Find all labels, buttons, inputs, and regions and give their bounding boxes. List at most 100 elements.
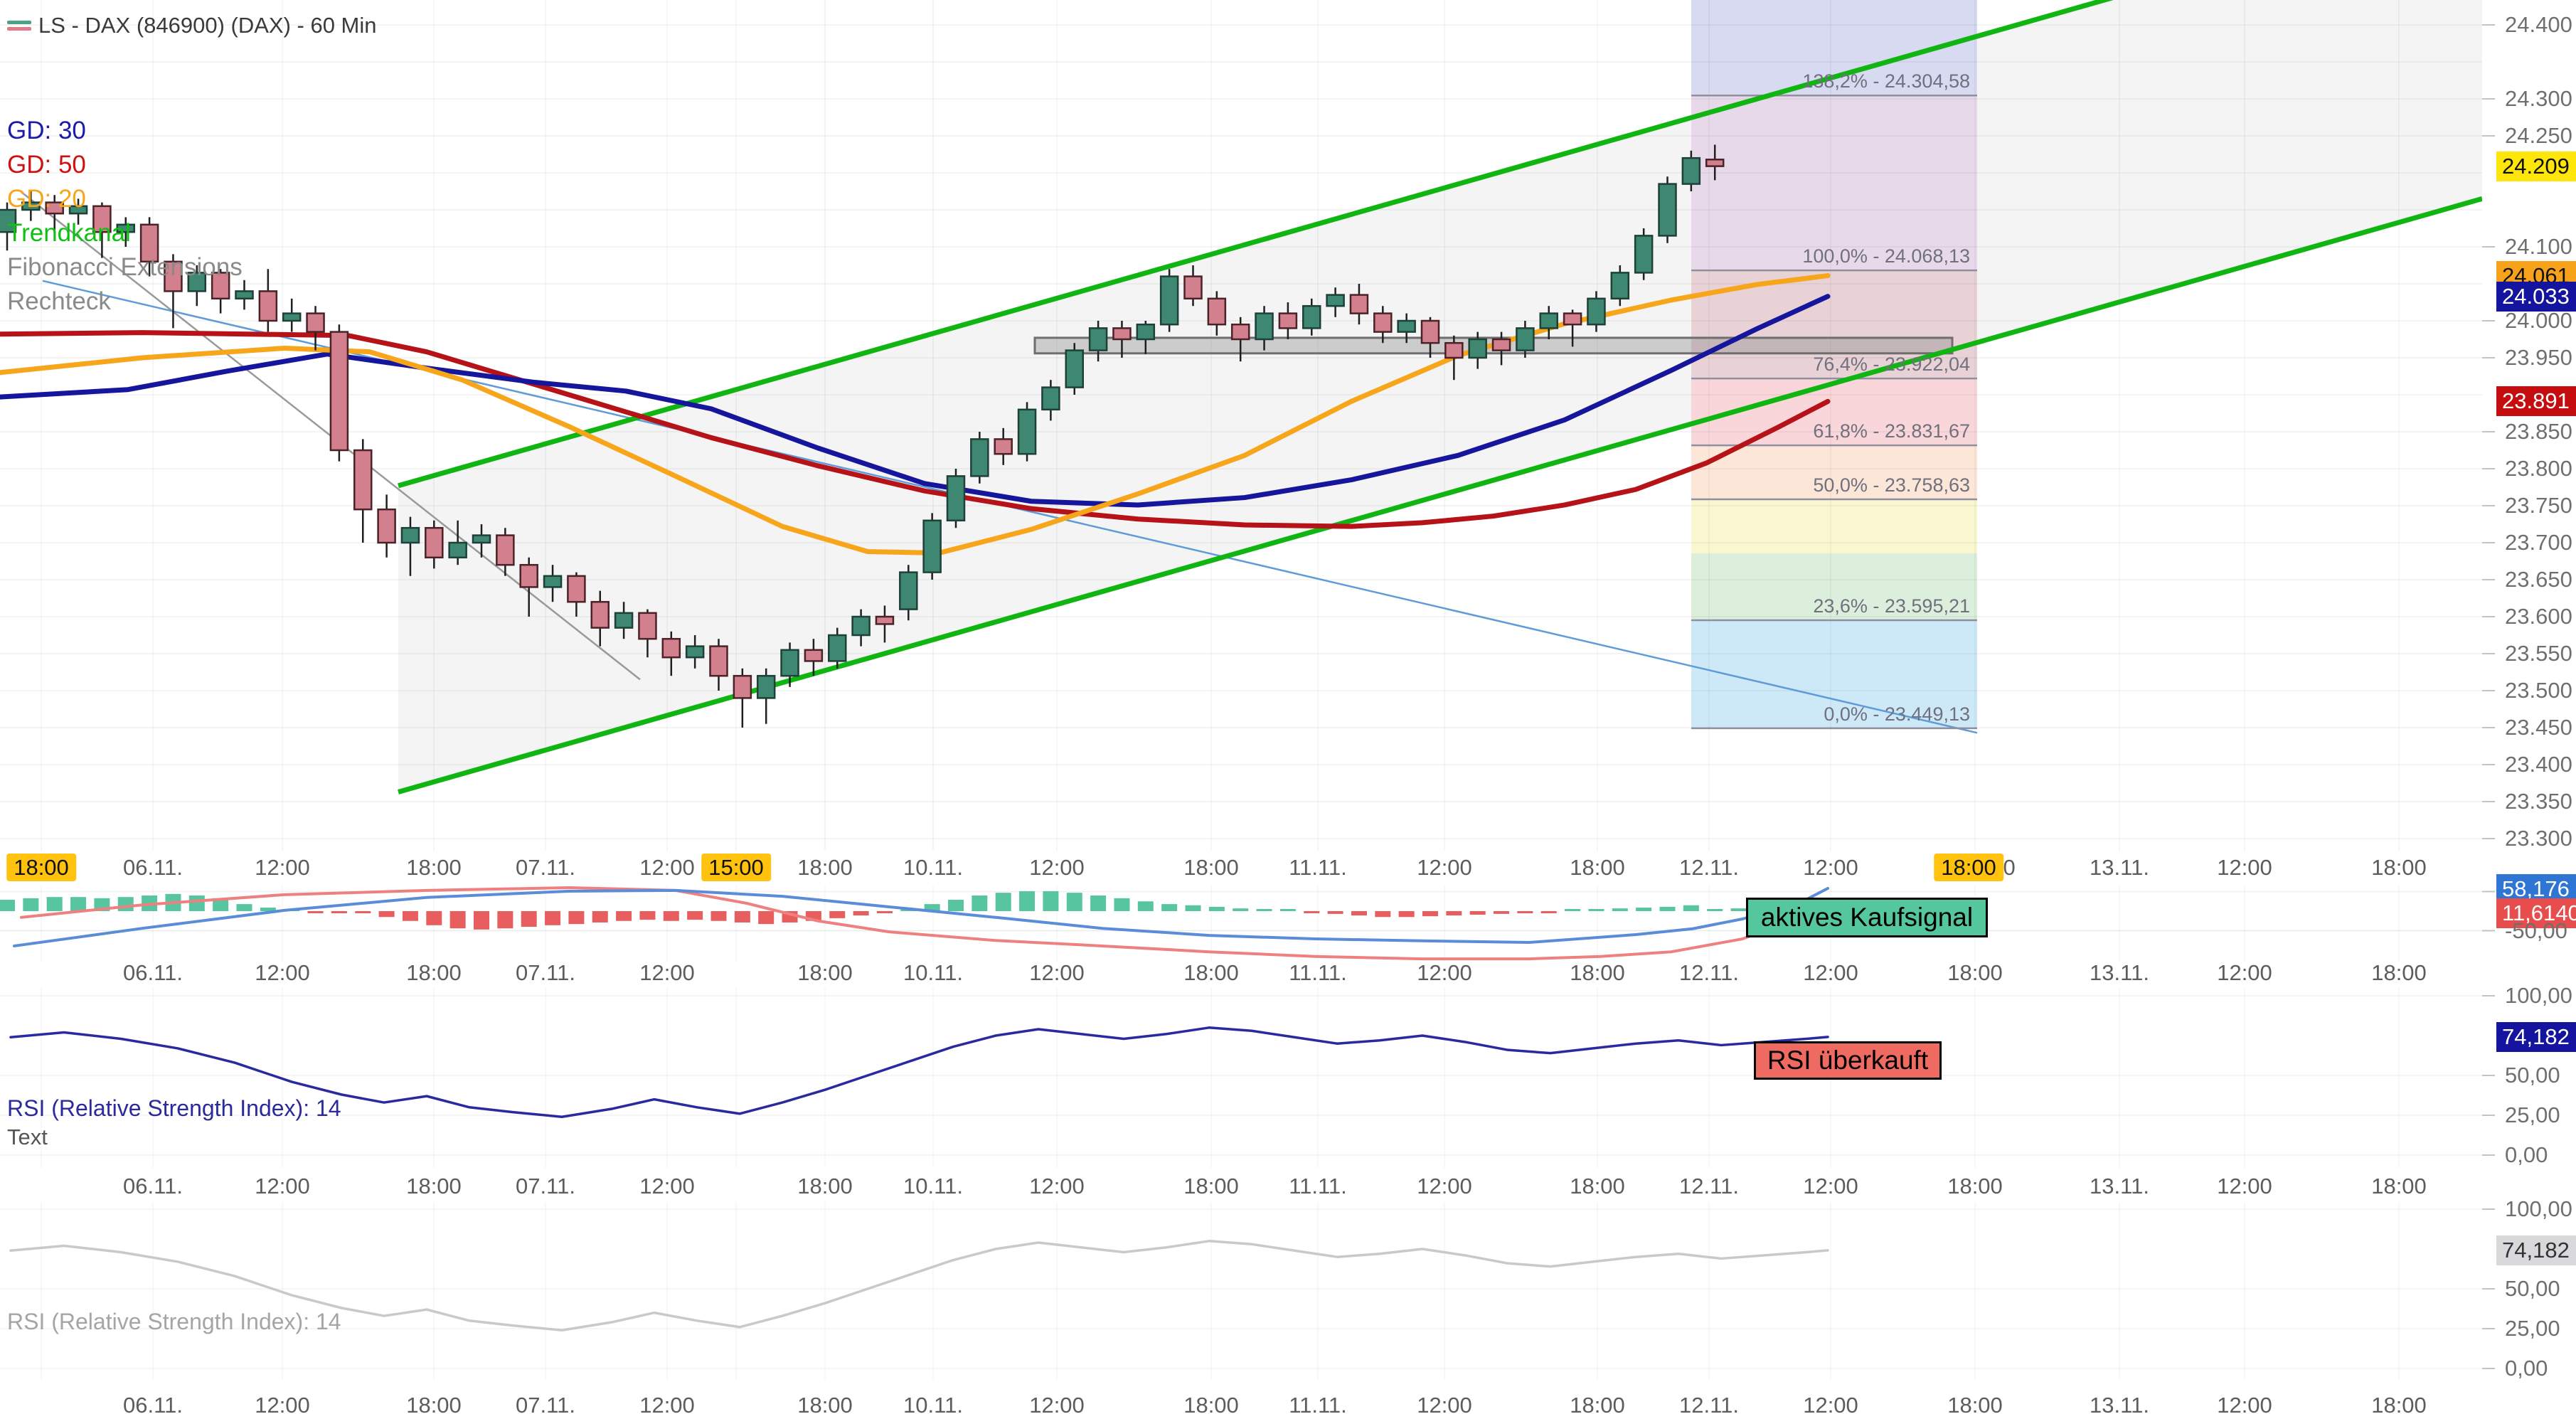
legend-item-gd30[interactable]: GD: 30 (7, 117, 86, 144)
time-axis-label: 12:00 (1029, 1174, 1085, 1198)
osc-hist-bar (497, 911, 513, 929)
osc-hist-bar (70, 897, 87, 911)
time-axis-label: 18:00 (1183, 1393, 1239, 1414)
candle (68, 198, 88, 225)
time-axis-label: 18:00 (1183, 855, 1239, 880)
candle (804, 639, 824, 676)
candle (116, 217, 135, 247)
legend-item-rechteck[interactable]: Rechteck (7, 287, 111, 315)
time-axis-label: 18:00 (6, 854, 76, 881)
rsi-indicator-label-inactive[interactable]: RSI (Relative Strength Index): 14 (7, 1309, 341, 1334)
candle (733, 668, 752, 728)
time-axis-label: 07.11. (516, 960, 575, 985)
price-axis-label: 23.400 (2505, 752, 2572, 777)
candle (922, 513, 942, 580)
oscillator-panel (0, 886, 2482, 962)
candle (329, 324, 349, 462)
osc-hist-bar (1469, 911, 1486, 915)
fib-level-label: 0,0% - 23.449,13 (1824, 703, 1970, 725)
legend-item-fibonacci[interactable]: Fibonacci Extensions (7, 253, 243, 281)
time-axis-label: 07.11. (516, 855, 575, 880)
time-axis-label: 12.11. (1679, 960, 1739, 985)
active-buy-signal-badge[interactable]: aktives Kaufsignal (1746, 898, 1988, 937)
fib-level-label: 100,0% - 24.068,13 (1802, 245, 1970, 267)
osc-hist-bar (1304, 911, 1320, 913)
candle (756, 668, 776, 724)
candle (994, 427, 1013, 465)
osc-hist-bar (117, 897, 134, 911)
osc-hist-bar (995, 893, 1011, 911)
candle (1041, 380, 1060, 421)
candle (139, 217, 159, 277)
time-axis-label: 12.11. (1679, 1174, 1739, 1198)
time-axis-label: 12:00 (2217, 855, 2272, 880)
osc-hist-bar (46, 897, 63, 911)
fib-zone (1691, 445, 1977, 500)
fib-zone (1691, 499, 1977, 553)
price-axis-label: 23.300 (2505, 826, 2572, 851)
time-axis-label: 18:00 (1947, 1174, 2003, 1198)
candle (970, 432, 989, 484)
candle (1302, 298, 1321, 336)
candle (946, 469, 966, 528)
time-axis-label: 10.11. (903, 1174, 963, 1198)
price-axis-badge: 24.033 (2496, 281, 2576, 312)
osc-hist-bar (1612, 908, 1628, 911)
osc-hist-bar (663, 911, 679, 921)
osc-hist-bar (1422, 911, 1438, 917)
time-axis-label: 18:00 (1934, 854, 2003, 881)
candle (1444, 335, 1464, 381)
candle (282, 298, 302, 332)
time-axis-label: 12:00 (639, 1393, 695, 1414)
time-axis-label: 12:00 (1803, 1174, 1858, 1198)
price-axis-label: 23.600 (2505, 604, 2572, 629)
rsi-axis-label: 25,00 (2505, 1102, 2560, 1127)
ma-line-gd30 (0, 294, 1831, 508)
candle (543, 565, 563, 602)
candle (780, 642, 799, 687)
rsi-text-annotation[interactable]: Text (7, 1125, 48, 1149)
legend-item-gd20[interactable]: GD: 20 (7, 185, 86, 213)
rsi2-value-badge: 74,182 (2496, 1235, 2576, 1265)
candle (709, 639, 728, 691)
rsi-axis-label: 50,00 (2505, 1063, 2560, 1088)
ma-line-gd50 (0, 330, 1831, 529)
rsi-axis-label: 100,00 (2505, 983, 2572, 1008)
time-axis-label: 13.11. (2090, 1174, 2149, 1198)
price-axis-label: 24.250 (2505, 123, 2572, 148)
legend-item-trendkanal[interactable]: Trendkanal (7, 219, 131, 247)
price-axis-label: 24.400 (2505, 12, 2572, 37)
candle (851, 609, 871, 647)
up-candle-swatch (7, 21, 31, 24)
time-axis-label: 06.11. (123, 1174, 183, 1198)
price-axis-label: 23.550 (2505, 641, 2572, 666)
osc-hist-bar (23, 898, 39, 911)
time-axis-label: 12:00 (1029, 1393, 1085, 1414)
candle (567, 572, 586, 617)
time-axis-label: 18:00 (797, 1174, 853, 1198)
time-axis-label: 12:00 (255, 960, 310, 985)
candle (377, 494, 396, 558)
candle (1230, 317, 1250, 362)
candle (21, 191, 41, 221)
candle (1136, 321, 1156, 354)
osc-hist-bar (1659, 906, 1676, 911)
time-axis-highlight-badge: 18:00 (1934, 854, 2003, 881)
osc-hist-bar (948, 900, 964, 911)
time-axis-label: 12:00 (1029, 960, 1085, 985)
candle (1397, 313, 1416, 344)
candle (164, 254, 183, 329)
legend-item-gd50[interactable]: GD: 50 (7, 151, 86, 179)
time-axis-label: 12:00 (639, 1174, 695, 1198)
time-axis-label: 12:00 (1417, 960, 1472, 985)
candle (614, 602, 634, 639)
candle (306, 306, 325, 351)
osc-hist-bar (545, 911, 561, 925)
time-axis-label: 18:00 (2371, 1393, 2427, 1414)
rsi-overbought-badge[interactable]: RSI überkauft (1754, 1041, 1942, 1080)
time-axis-highlight-badge: 18:00 (6, 854, 76, 881)
indicator-legend: GD: 30 GD: 50 GD: 20 Trendkanal Fibonacc… (7, 118, 243, 314)
candle (187, 265, 207, 307)
rsi-indicator-label[interactable]: RSI (Relative Strength Index): 14 (7, 1095, 341, 1121)
